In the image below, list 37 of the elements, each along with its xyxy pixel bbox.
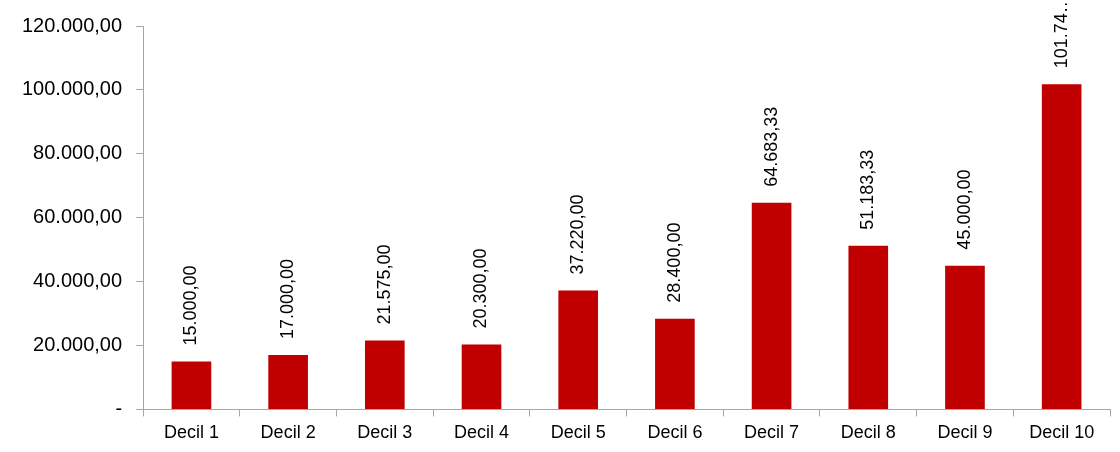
bar [171, 361, 212, 409]
y-tick-label: 80.000,00 [33, 141, 123, 164]
x-tick-label: Decil 1 [163, 422, 219, 443]
data-label: 21.575,00 [373, 244, 394, 325]
data-label: 15.000,00 [180, 265, 201, 346]
bar [461, 344, 502, 409]
x-tick-label: Decil 5 [550, 422, 606, 443]
bar [558, 290, 599, 409]
data-label: 45.000,00 [953, 169, 974, 250]
y-tick-label: 100.000,00 [21, 77, 123, 100]
bar [945, 265, 985, 409]
x-tick-label: Decil 6 [647, 422, 703, 443]
data-label: 37.220,00 [567, 194, 588, 275]
y-tick-label: - [115, 396, 123, 419]
bar [848, 245, 889, 409]
bar [268, 355, 308, 409]
x-tick-label: Decil 8 [840, 422, 896, 443]
y-tick-label: 120.000,00 [21, 13, 123, 36]
x-tick-label: Decil 2 [260, 422, 316, 443]
bar [1041, 84, 1082, 409]
data-label: 64.683,33 [760, 106, 781, 187]
x-tick-label: Decil 10 [1029, 422, 1095, 443]
y-tick-label: 60.000,00 [33, 205, 123, 228]
y-tick-label: 20.000,00 [33, 333, 123, 356]
x-tick-label: Decil 9 [937, 422, 993, 443]
y-tick-label: 40.000,00 [33, 269, 123, 292]
bar [751, 202, 792, 409]
data-label: 101.74… [1050, 0, 1071, 69]
x-tick-label: Decil 3 [357, 422, 413, 443]
data-label: 17.000,00 [277, 259, 298, 340]
data-label: 20.300,00 [470, 248, 491, 329]
bar [655, 318, 695, 409]
bar [365, 340, 405, 409]
data-label: 51.183,33 [857, 149, 878, 230]
data-label: 28.400,00 [663, 222, 684, 303]
x-tick-label: Decil 7 [744, 422, 800, 443]
x-tick-label: Decil 4 [454, 422, 510, 443]
